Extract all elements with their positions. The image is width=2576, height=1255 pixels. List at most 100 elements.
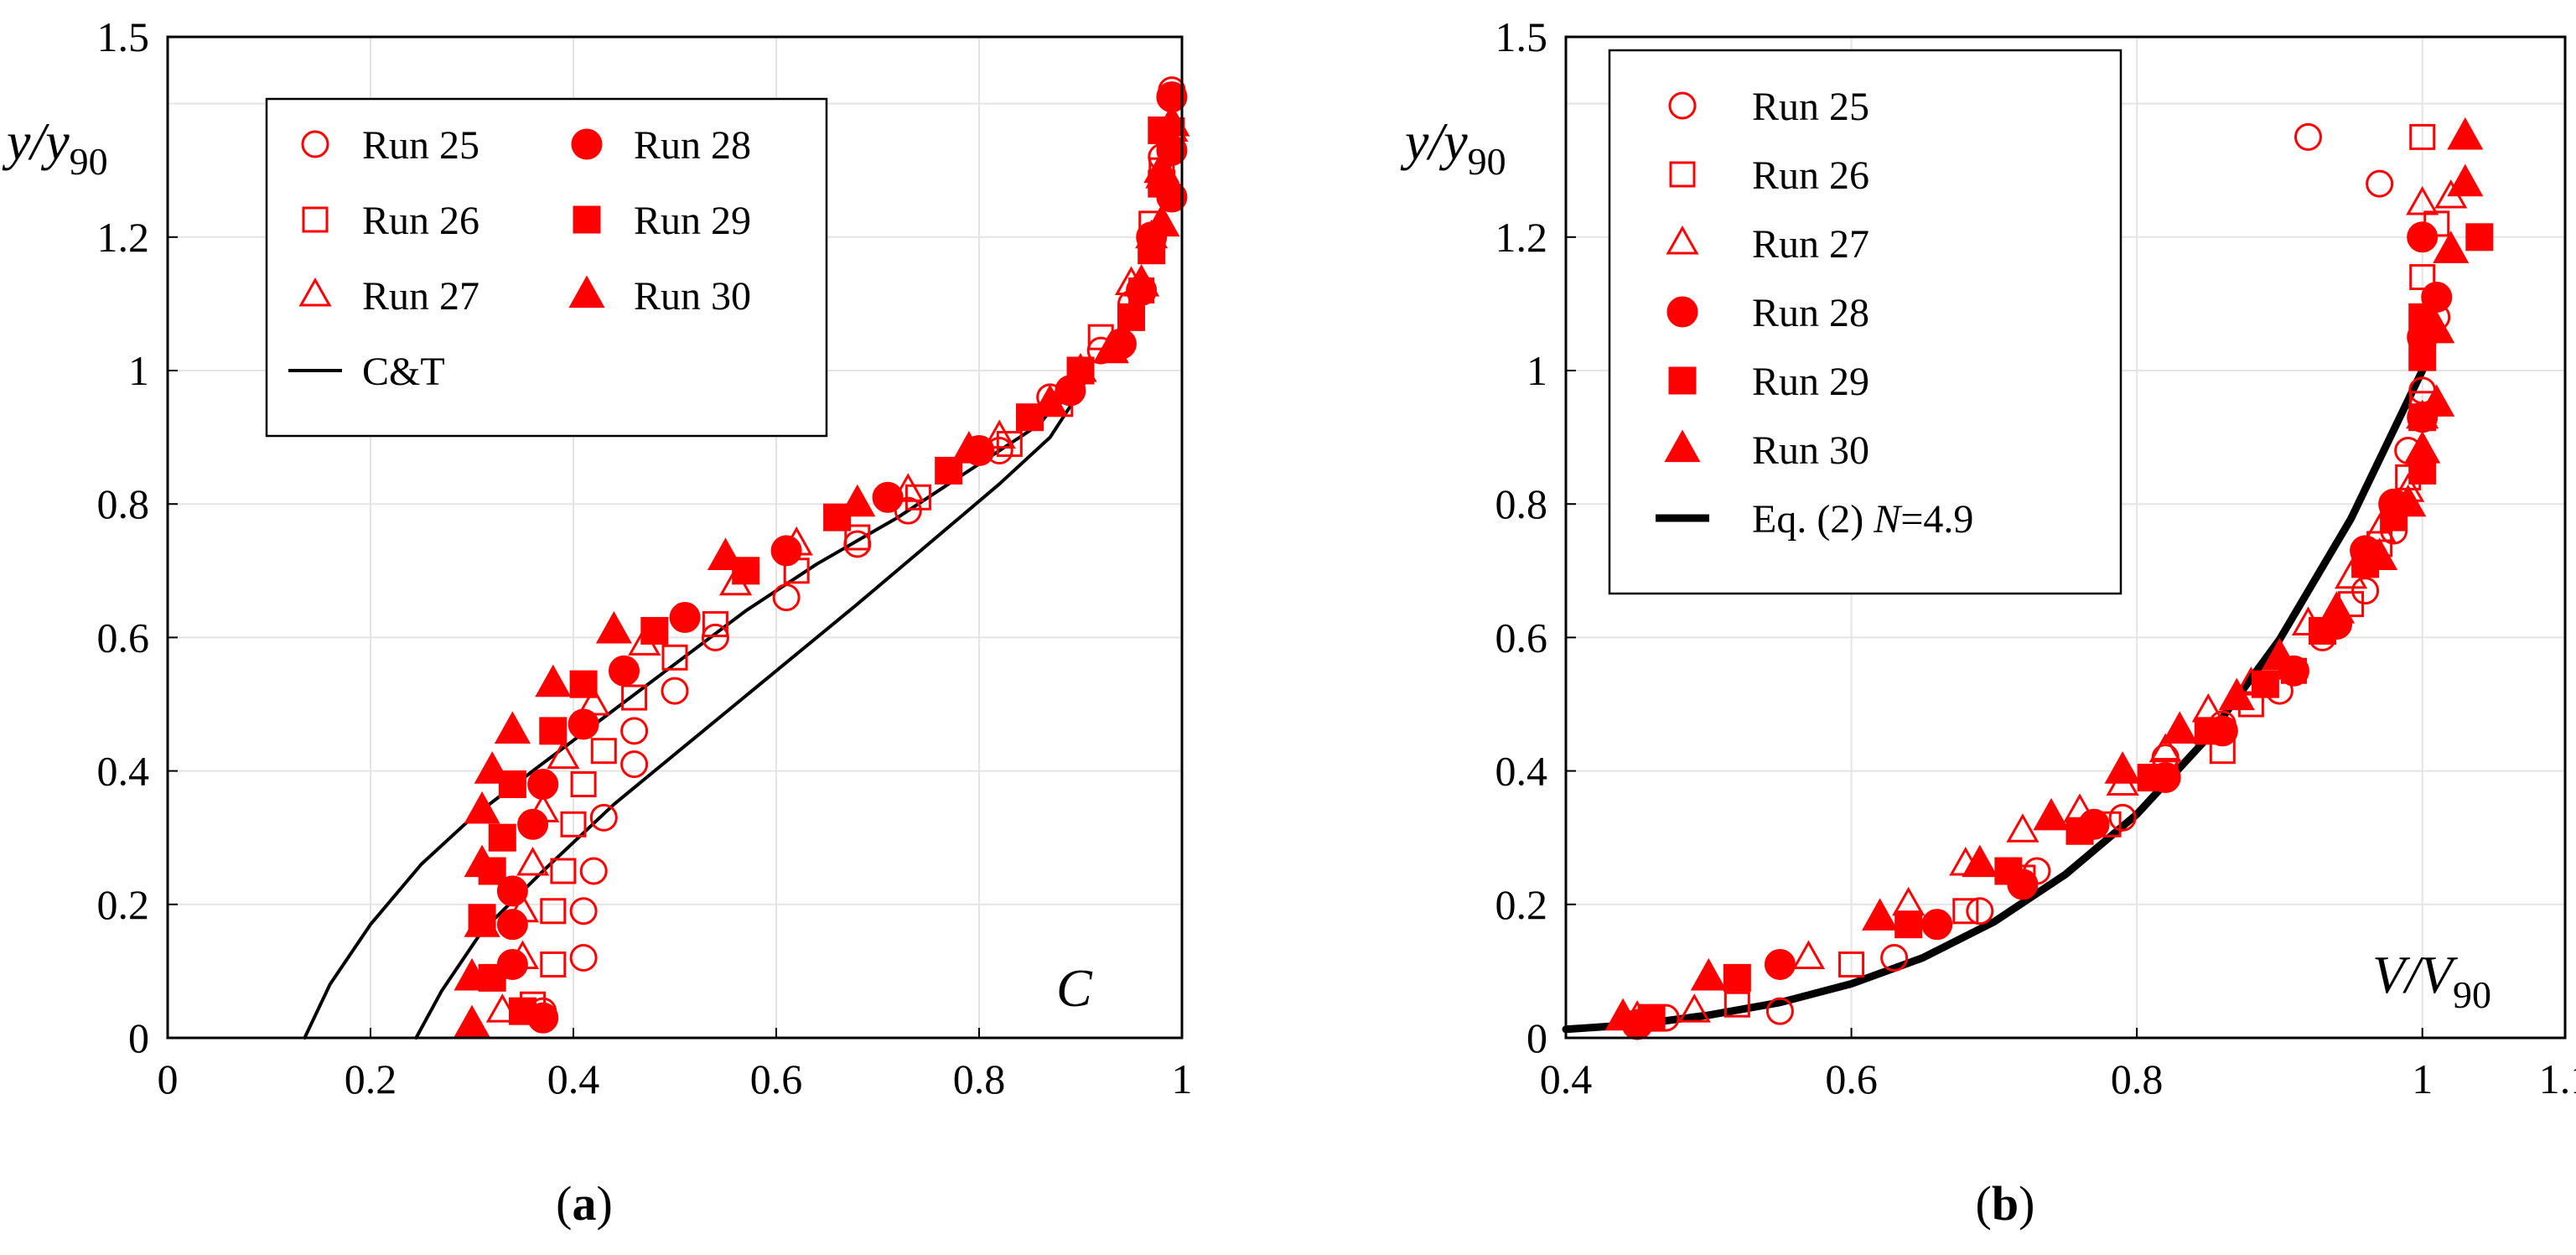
point-run-28 [669, 602, 701, 634]
legend-label: Run 30 [1752, 428, 1869, 473]
x-tick-label: 1 [1172, 1055, 1193, 1102]
point-run-26 [540, 898, 567, 925]
point-run-25 [2108, 803, 2137, 832]
point-run-30 [595, 610, 632, 644]
legend-label: Run 28 [634, 123, 751, 168]
y-tick-label: 0.6 [1495, 614, 1548, 661]
point-run-30 [464, 905, 500, 937]
y-tick-label: 1.2 [97, 214, 150, 261]
point-run-29 [2465, 223, 2494, 252]
point-run-26 [1952, 898, 1979, 925]
legend-marker [302, 206, 329, 233]
panel-a: 0 0.2 0.4 0.6 0.8 1 0 0.2 0.4 0.6 0.8 1 1.2 1.5 y/y9… [2, 13, 1193, 1231]
point-run-30 [1690, 957, 1727, 991]
panel-a-x-tick-labels: 0 0.2 0.4 0.6 0.8 1 [158, 1028, 1193, 1102]
point-run-30 [1123, 264, 1160, 297]
panel-a-frame [166, 35, 1184, 1040]
y-tick-label: 1.2 [1495, 214, 1548, 261]
point-run-29 [1894, 910, 1923, 939]
point-run-26 [661, 644, 688, 671]
point-run-27 [1791, 940, 1826, 969]
point-run-30 [2218, 677, 2255, 711]
point-run-26 [904, 484, 931, 511]
x-tick-label: 0 [158, 1055, 179, 1102]
point-run-26 [590, 738, 617, 765]
point-run-30 [2261, 637, 2298, 671]
panel-b-x-tick-labels: 0.4 0.6 0.8 1 1.1 [1540, 1028, 2576, 1102]
point-run-30 [1143, 150, 1180, 184]
point-run-28 [770, 535, 802, 567]
point-run-30 [1962, 844, 1998, 878]
point-run-25 [772, 583, 801, 612]
panel-b-points [1604, 117, 2494, 1040]
point-run-28 [1764, 948, 1796, 980]
point-run-29 [1117, 303, 1145, 331]
point-run-29 [2251, 670, 2279, 698]
legend-marker [1666, 296, 1698, 328]
point-run-26 [1723, 991, 1750, 1018]
panel-a-curves [303, 369, 1093, 1040]
point-run-25 [2351, 577, 2380, 605]
point-run-26 [570, 771, 597, 798]
point-run-29 [1723, 963, 1751, 992]
x-tick-label: 0.6 [750, 1055, 803, 1102]
point-run-26 [550, 858, 577, 884]
panel-b: 0.4 0.6 0.8 1 1.1 0 0.2 0.4 0.6 0.8 1 1.2 1.5 y/y90… [1400, 13, 2576, 1231]
point-run-30 [1153, 104, 1190, 137]
point-run-30 [1604, 998, 1641, 1031]
point-run-25 [661, 677, 689, 705]
panel-b-y-axis-label: y/y90 [1400, 111, 1506, 183]
x-tick-label: 0.4 [1540, 1055, 1593, 1102]
point-run-26 [844, 524, 871, 551]
point-run-26 [2409, 264, 2436, 291]
point-run-30 [2033, 797, 2070, 831]
y-tick-label: 1.5 [97, 13, 150, 60]
point-run-30 [494, 711, 531, 744]
legend-label: Run 26 [362, 199, 479, 243]
x-tick-label: 0.8 [953, 1055, 1006, 1102]
legend-marker [1668, 366, 1697, 395]
panel-b-y-tick-labels: 0 0.2 0.4 0.6 0.8 1 1.2 1.5 [1495, 13, 1576, 1061]
point-run-30 [454, 1004, 490, 1038]
y-tick-label: 0 [1526, 1014, 1547, 1061]
y-tick-label: 1.5 [1495, 13, 1548, 60]
point-run-26 [1838, 951, 1865, 978]
y-tick-label: 1 [128, 347, 149, 394]
point-run-30 [707, 537, 744, 570]
legend-marker [573, 205, 601, 234]
x-tick-label: 0.2 [345, 1055, 397, 1102]
point-run-26 [540, 951, 567, 978]
y-tick-label: 0.4 [1495, 748, 1548, 795]
point-run-25 [1880, 943, 1909, 972]
panel-b-legend: Run 25 Run 26 Run 27 Run 28 Run 29 Run 30 Eq. … [1608, 49, 2122, 595]
point-run-26 [2409, 123, 2436, 150]
x-tick-label: 1 [2412, 1055, 2433, 1102]
point-run-30 [2447, 117, 2484, 150]
legend-label: Run 29 [634, 199, 751, 243]
point-run-29 [2194, 717, 2222, 745]
point-run-25 [701, 623, 729, 651]
point-run-30 [2104, 751, 2141, 784]
panel-a-x-axis-label: C [1056, 958, 1093, 1018]
point-run-29 [640, 616, 669, 645]
point-run-30 [2390, 484, 2427, 517]
panel-a-y-axis-label: y/y90 [2, 111, 108, 183]
point-run-30 [464, 791, 500, 824]
point-run-28 [568, 708, 599, 740]
point-run-29 [569, 670, 598, 698]
panel-a-y-tick-labels: 0 0.2 0.4 0.6 0.8 1 1.2 1.5 [97, 13, 178, 1061]
legend-label: Run 29 [1752, 360, 1869, 404]
point-run-25 [579, 857, 608, 885]
point-run-25 [569, 943, 598, 972]
point-run-30 [1143, 204, 1180, 236]
point-run-30 [2361, 537, 2398, 570]
point-run-27 [516, 846, 550, 876]
point-run-28 [527, 769, 559, 801]
point-run-29 [509, 997, 536, 1025]
point-run-27 [2006, 813, 2040, 843]
y-tick-label: 0.2 [97, 881, 150, 928]
point-run-25 [569, 897, 598, 926]
point-run-25 [620, 717, 649, 745]
point-run-26 [560, 811, 587, 838]
